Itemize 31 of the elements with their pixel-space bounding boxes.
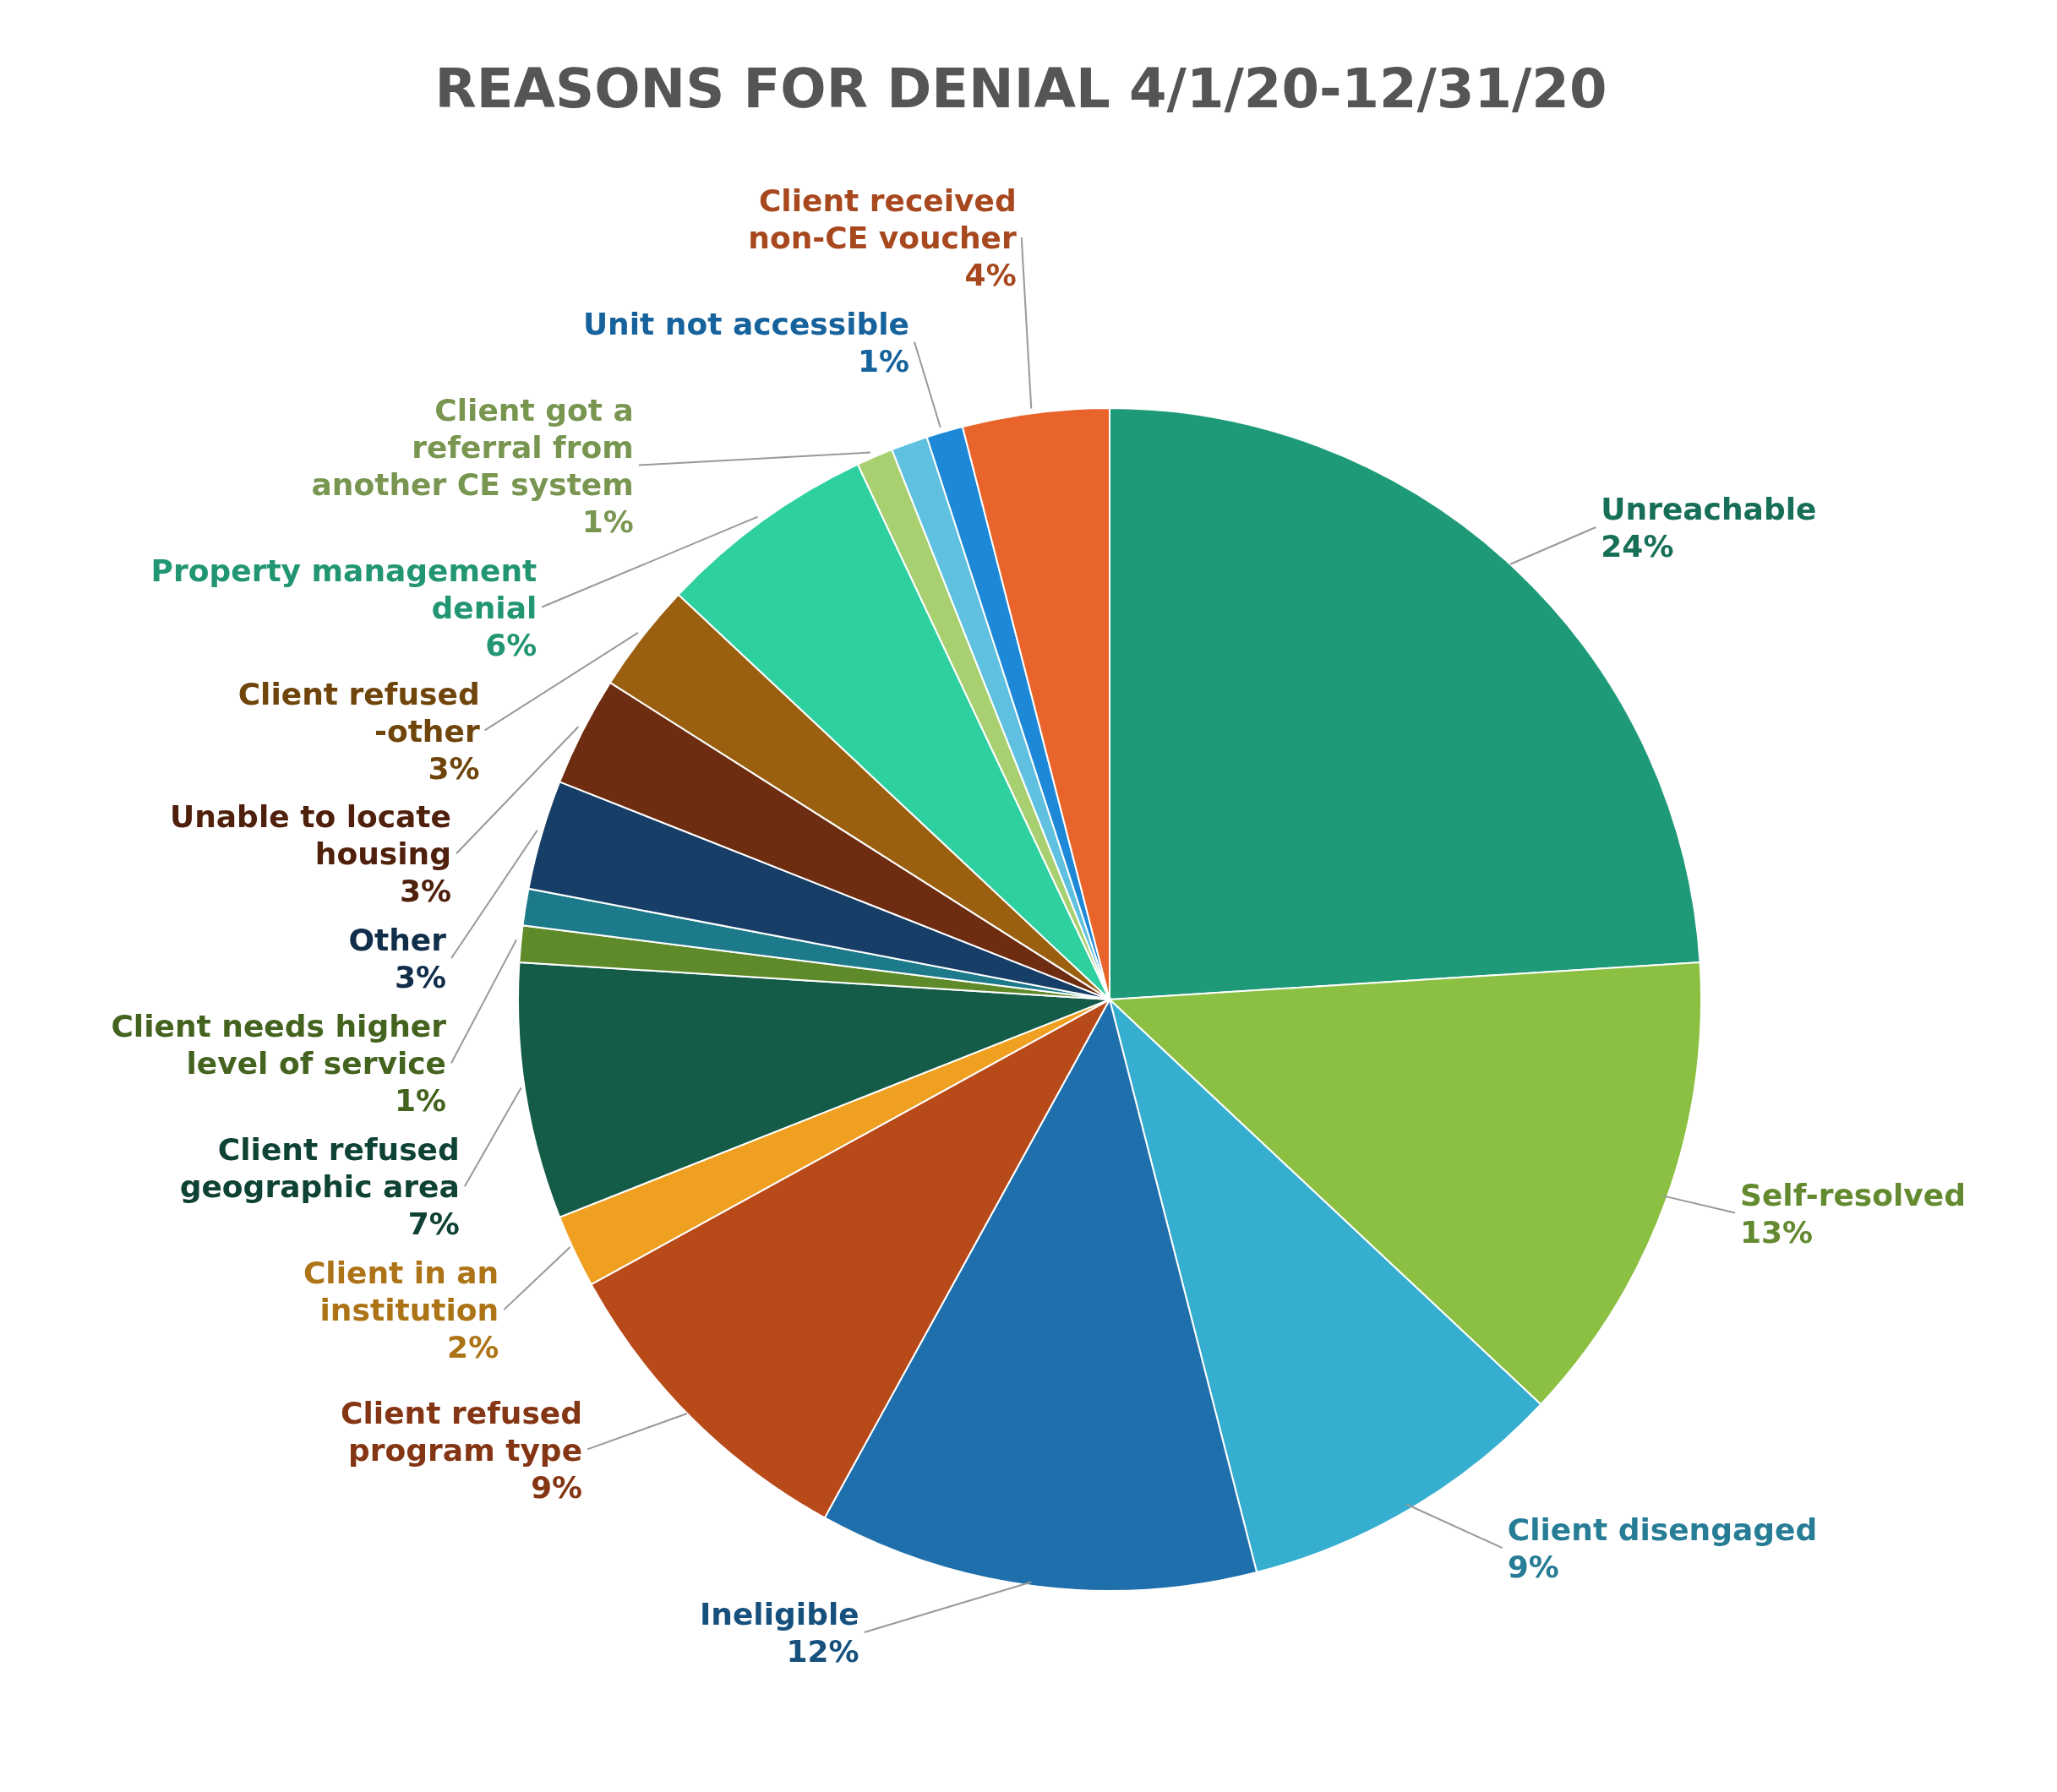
data-label: 24% bbox=[1601, 529, 1674, 564]
data-label: 2% bbox=[447, 1330, 499, 1365]
slice-label: Client disengaged bbox=[1507, 1512, 1818, 1548]
slice-label: Client refused program type bbox=[341, 1395, 583, 1468]
data-label: 13% bbox=[1740, 1214, 1814, 1250]
slice-label: Unit not accessible bbox=[582, 306, 910, 341]
slice-label: Client in an institution bbox=[303, 1255, 499, 1328]
slice-label: Other bbox=[348, 923, 447, 958]
slice-label: Client needs higher level of service bbox=[111, 1009, 447, 1081]
data-label: 12% bbox=[786, 1634, 859, 1669]
data-label: 3% bbox=[394, 960, 446, 995]
data-label: 7% bbox=[407, 1206, 460, 1242]
slice-label: Client refused geographic area bbox=[179, 1132, 460, 1205]
data-label: 6% bbox=[485, 627, 537, 662]
slice-label: Self-resolved bbox=[1740, 1177, 1967, 1212]
chart-title: REASONS FOR DENIAL 4/1/20-12/31/20 bbox=[434, 57, 1608, 120]
data-label: 9% bbox=[530, 1469, 583, 1505]
slice-label: Client refused -other bbox=[237, 676, 480, 749]
slice-label: Property management denial bbox=[150, 553, 537, 625]
data-label: 3% bbox=[399, 874, 452, 909]
slice-label: Ineligible bbox=[699, 1597, 859, 1632]
data-label: 1% bbox=[394, 1083, 447, 1119]
data-label: 4% bbox=[964, 258, 1017, 293]
data-label: 9% bbox=[1507, 1550, 1559, 1585]
slice-label: Unreachable bbox=[1601, 492, 1817, 527]
slice-label: Client received non-CE voucher bbox=[748, 183, 1017, 256]
slice-label: Client got a referral from another CE system bbox=[311, 392, 634, 502]
data-label: 3% bbox=[428, 750, 480, 786]
data-label: 1% bbox=[857, 343, 910, 379]
slice-label: Unable to locate housing bbox=[169, 799, 452, 872]
data-label: 1% bbox=[581, 504, 634, 539]
